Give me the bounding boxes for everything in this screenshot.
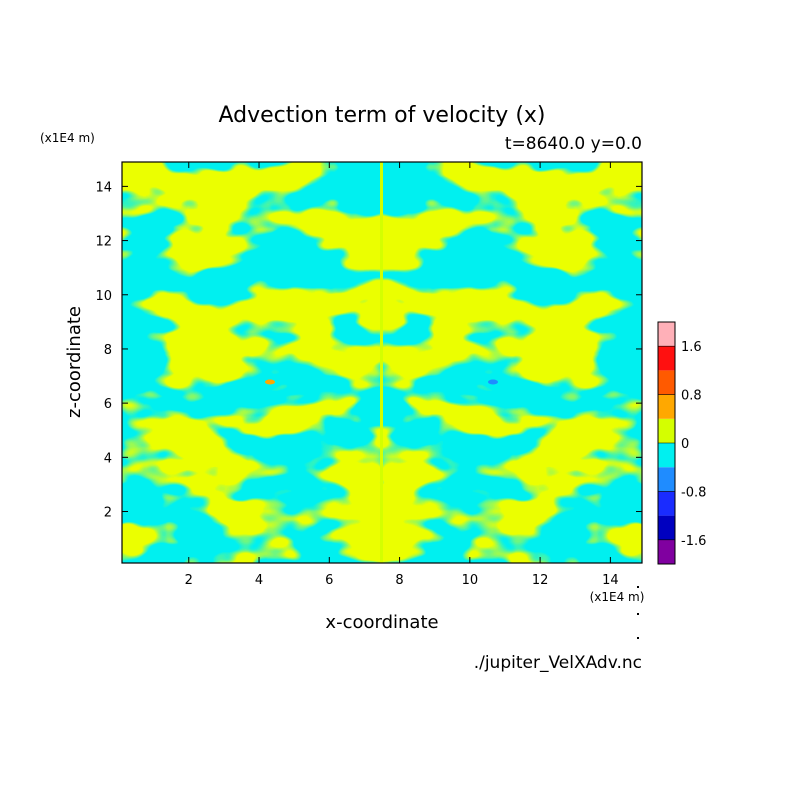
heatmap-plot (122, 162, 642, 563)
x-tick-label: 4 (255, 573, 263, 588)
colorbar-segment (658, 418, 675, 443)
positive-anomaly (265, 379, 275, 385)
x-tick-label: 12 (532, 573, 549, 588)
chart-title: Advection term of velocity (x) (218, 103, 545, 128)
y-tick-label: 2 (104, 506, 112, 521)
y-tick-label: 6 (104, 397, 112, 412)
x-tick-label: 14 (602, 573, 619, 588)
x-tick-label: 2 (185, 573, 193, 588)
colorbar-tick-label: 0.8 (681, 389, 702, 404)
x-axis: 2 4 6 8 10 12 14 (185, 162, 619, 588)
y-tick-label: 12 (95, 235, 112, 250)
colorbar-segment (658, 394, 675, 419)
colorbar-segment (658, 539, 675, 564)
colorbar-segment (658, 491, 675, 516)
colorbar-tick-label: 1.6 (681, 340, 702, 355)
positive-field (122, 162, 642, 563)
x-tick-label: 8 (395, 573, 403, 588)
marker-dots (637, 586, 639, 639)
colorbar-tick-label: -1.6 (681, 534, 706, 549)
x-unit-label: (x1E4 m) (590, 590, 645, 604)
colorbar-segment (658, 515, 675, 540)
plot-frame (121, 161, 643, 564)
colorbar-segment (658, 322, 675, 347)
center-stripe (380, 162, 383, 563)
source-filename: ./jupiter_VelXAdv.nc (474, 653, 642, 673)
colorbar-segment (658, 346, 675, 371)
x-tick-label: 10 (462, 573, 479, 588)
y-tick-label: 4 (104, 451, 112, 466)
colorbar-segment (658, 370, 675, 395)
y-tick-label: 8 (104, 343, 112, 358)
y-axis: 2 4 6 8 10 12 14 (95, 180, 642, 521)
colorbar-segment (658, 443, 675, 468)
y-tick-label: 10 (95, 289, 112, 304)
colorbar-segment (658, 467, 675, 492)
x-tick-label: 6 (325, 573, 333, 588)
y-tick-label: 14 (95, 180, 112, 195)
y-axis-label: z-coordinate (64, 306, 85, 418)
negative-anomaly (488, 379, 498, 385)
colorbar-tick-label: 0 (681, 437, 689, 452)
colorbar-tick-label: -0.8 (681, 485, 706, 500)
y-unit-label: (x1E4 m) (40, 131, 95, 145)
x-axis-label: x-coordinate (325, 612, 438, 633)
chart-subtitle: t=8640.0 y=0.0 (505, 134, 642, 154)
positive-field-left (122, 162, 382, 563)
colorbar: -1.6 -0.8 0 0.8 1.6 (657, 321, 706, 565)
positive-field-right (382, 162, 642, 563)
